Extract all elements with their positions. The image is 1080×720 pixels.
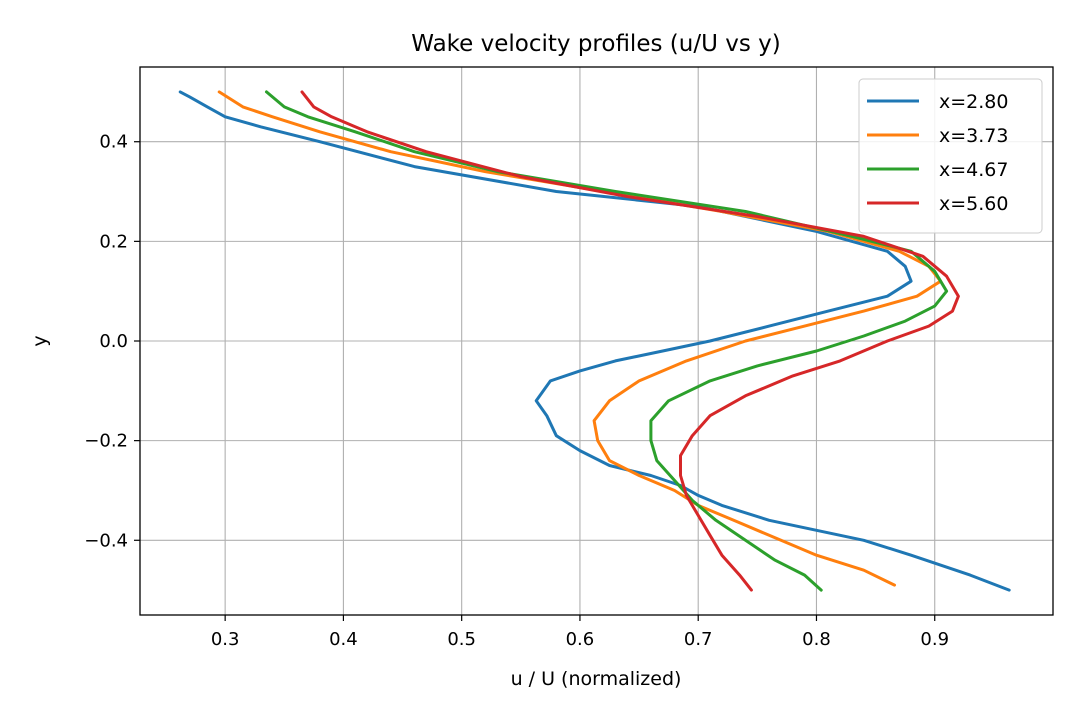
plot-lines — [178, 90, 1011, 592]
y-axis-title: y — [29, 335, 51, 346]
y-tick-label: −0.4 — [84, 530, 128, 551]
x-tick-label: 0.6 — [566, 629, 595, 650]
series-line-3 — [265, 90, 949, 592]
series-line-4 — [300, 90, 960, 592]
x-tick-label: 0.8 — [802, 629, 831, 650]
x-tick-label: 0.5 — [447, 629, 476, 650]
y-tick-label: 0.2 — [99, 231, 128, 252]
legend-label-1: x=2.80 — [939, 91, 1008, 113]
y-ticks: 0.4 0.2 0.0 −0.2 −0.4 — [84, 132, 140, 551]
legend: x=2.80 x=3.73 x=4.67 x=5.60 — [858, 78, 1043, 234]
x-tick-label: 0.3 — [211, 629, 240, 650]
legend-label-3: x=4.67 — [939, 159, 1008, 181]
legend-box — [858, 78, 1043, 234]
x-tick-label: 0.7 — [684, 629, 713, 650]
y-tick-label: 0.0 — [99, 331, 128, 352]
series-line-2 — [217, 90, 943, 587]
x-tick-label: 0.4 — [329, 629, 358, 650]
chart-title: Wake velocity profiles (u/U vs y) — [411, 31, 780, 57]
y-tick-label: −0.2 — [84, 431, 128, 452]
series-line-1 — [178, 90, 1011, 592]
x-axis-title: u / U (normalized) — [511, 668, 682, 690]
legend-label-4: x=5.60 — [939, 193, 1008, 215]
legend-label-2: x=3.73 — [939, 125, 1008, 147]
x-tick-label: 0.9 — [920, 629, 949, 650]
x-ticks: 0.3 0.4 0.5 0.6 0.7 0.8 0.9 — [211, 615, 949, 650]
y-tick-label: 0.4 — [99, 132, 128, 153]
